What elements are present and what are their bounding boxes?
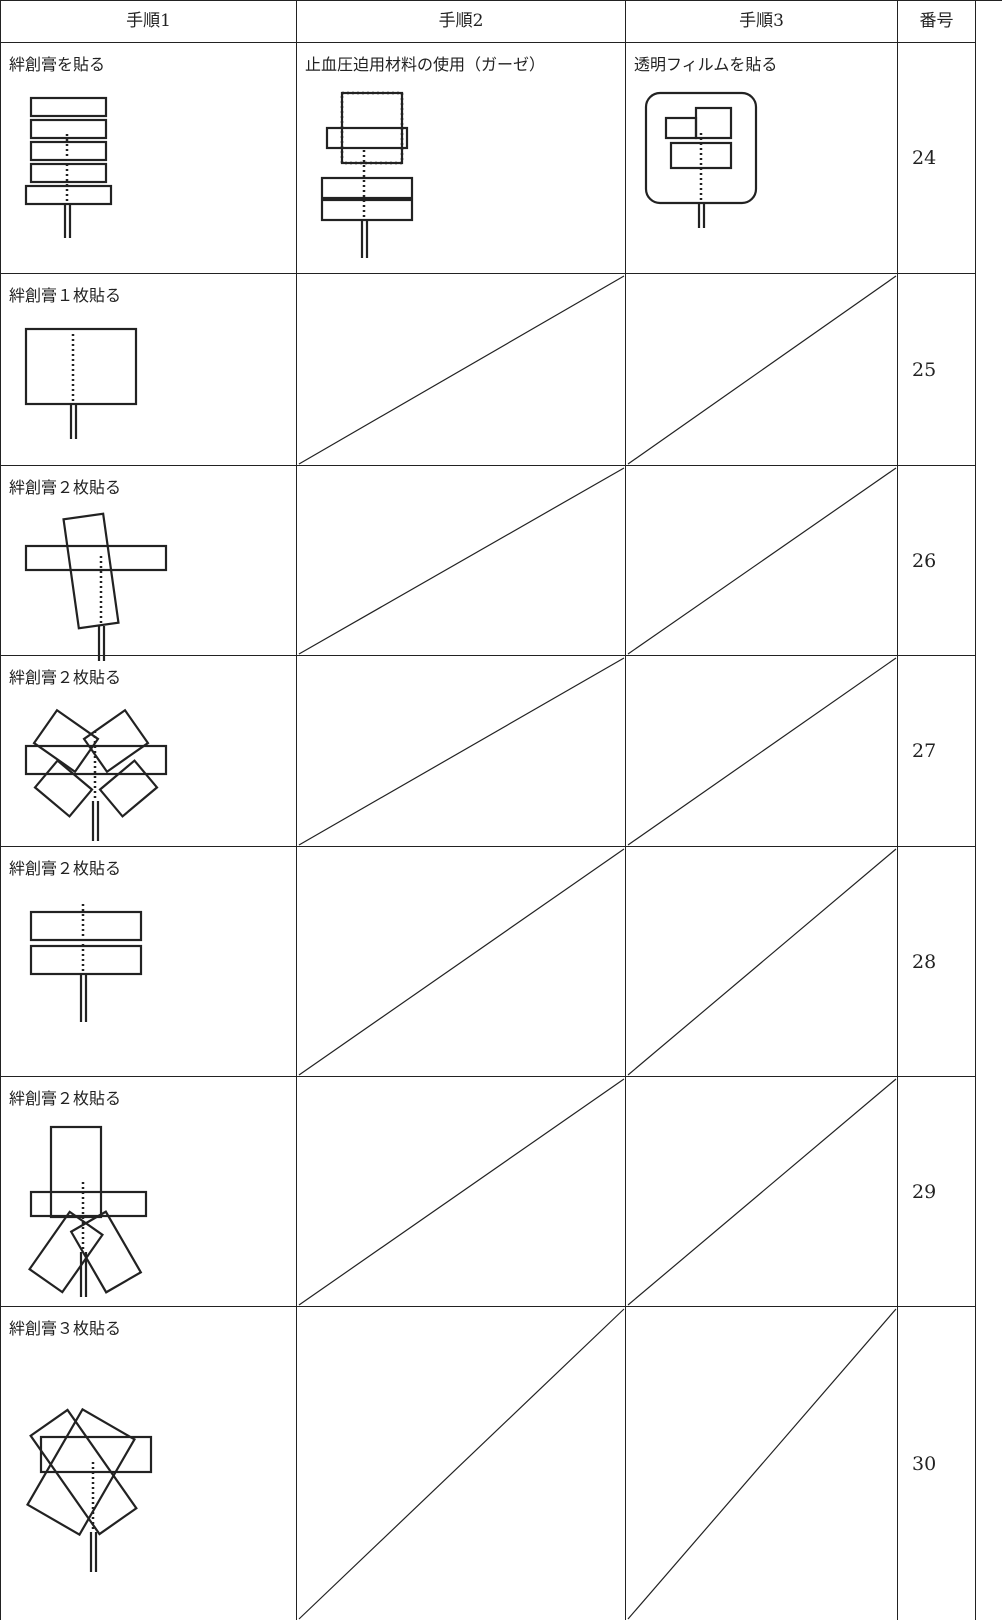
diagonal <box>627 657 897 846</box>
step-cell: 絆創膏２枚貼る <box>1 466 297 661</box>
header-cell: 手順1 <box>1 1 297 43</box>
header-cell: 番号 <box>898 1 976 43</box>
bandage-sketch <box>28 1125 148 1297</box>
bandage-sketch <box>24 708 168 841</box>
bandage-sketch <box>24 96 113 238</box>
step-cell <box>626 656 898 847</box>
step-cell: 絆創膏２枚貼る <box>1 847 297 1077</box>
step-cell <box>297 466 626 656</box>
number: 29 <box>912 1180 937 1203</box>
diagonal <box>298 848 625 1076</box>
number: 24 <box>912 147 937 169</box>
step-cell <box>297 656 626 847</box>
step-cell: 絆創膏２枚貼る <box>1 1077 297 1307</box>
step-text: 絆創膏１枚貼る <box>9 286 122 305</box>
bandage-sketch <box>24 512 168 661</box>
bandage-sketch <box>29 904 143 1022</box>
number-cell: 26 <box>898 466 976 656</box>
step-cell <box>626 1077 898 1307</box>
diagonal <box>627 1308 897 1620</box>
number: 26 <box>912 549 937 572</box>
number-cell: 25 <box>898 274 976 466</box>
step-cell <box>626 274 898 466</box>
step-text: 絆創膏３枚貼る <box>9 1319 122 1338</box>
diagonal <box>298 275 625 465</box>
step-cell: 絆創膏３枚貼る <box>1 1307 297 1620</box>
number: 28 <box>912 950 937 973</box>
number: 30 <box>912 1452 937 1475</box>
number-cell: 27 <box>898 656 976 847</box>
diagonal <box>627 467 897 655</box>
step-cell: 止血圧迫用材料の使用（ガーゼ） <box>297 43 626 274</box>
bandage-sketch <box>644 91 758 228</box>
step-text: 絆創膏２枚貼る <box>9 859 122 878</box>
bandage-sketch <box>24 327 138 439</box>
number-cell: 29 <box>898 1077 976 1307</box>
number: 27 <box>912 740 937 762</box>
header-cell: 手順2 <box>297 1 626 43</box>
step-text: 透明フィルムを貼る <box>634 55 778 74</box>
step-text: 止血圧迫用材料の使用（ガーゼ） <box>305 55 546 74</box>
bandage-sketch <box>320 91 414 258</box>
step-cell <box>626 1307 898 1620</box>
bandage-sketch <box>26 1407 153 1572</box>
step-text: 絆創膏２枚貼る <box>9 668 122 687</box>
diagonal <box>298 1078 625 1306</box>
diagonal <box>298 1308 625 1620</box>
step-text: 絆創膏２枚貼る <box>9 478 122 497</box>
diagonal <box>627 275 897 465</box>
diagonal <box>298 467 625 655</box>
number-cell: 24 <box>898 43 976 274</box>
diagonal <box>627 848 897 1076</box>
diagonal <box>627 1078 897 1306</box>
header-cell: 手順3 <box>626 1 898 43</box>
number-cell: 28 <box>898 847 976 1077</box>
step-cell: 絆創膏を貼る <box>1 43 297 274</box>
step-cell <box>626 466 898 656</box>
step-text: 絆創膏２枚貼る <box>9 1089 122 1108</box>
number: 25 <box>912 358 937 381</box>
step-cell <box>297 847 626 1077</box>
step-cell <box>297 1077 626 1307</box>
step-cell: 絆創膏１枚貼る <box>1 274 297 466</box>
step-cell <box>626 847 898 1077</box>
step-cell <box>297 274 626 466</box>
step-cell: 透明フィルムを貼る <box>626 43 898 274</box>
step-text: 絆創膏を貼る <box>9 55 106 74</box>
step-cell: 絆創膏２枚貼る <box>1 656 297 847</box>
number-cell: 30 <box>898 1307 976 1620</box>
diagonal <box>298 657 625 846</box>
step-cell <box>297 1307 626 1620</box>
